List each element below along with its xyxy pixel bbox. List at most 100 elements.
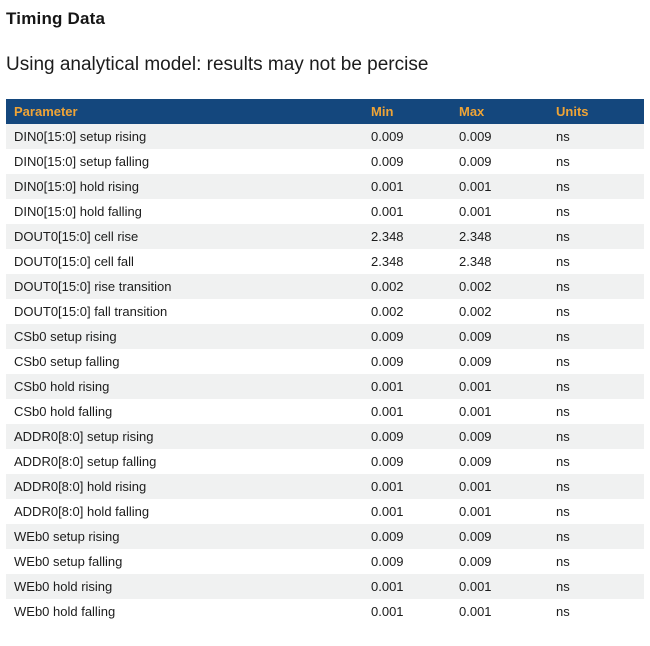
- cell-units: ns: [556, 604, 570, 619]
- cell-units: ns: [556, 254, 570, 269]
- cell-min: 0.001: [371, 179, 404, 194]
- timing-table: Parameter Min Max Units DIN0[15:0] setup…: [6, 99, 644, 624]
- cell-max: 2.348: [459, 229, 492, 244]
- table-row: DIN0[15:0] setup falling 0.009 0.009 ns: [6, 149, 644, 174]
- cell-units: ns: [556, 304, 570, 319]
- cell-parameter: CSb0 hold rising: [14, 379, 110, 394]
- cell-units: ns: [556, 404, 570, 419]
- cell-max: 0.009: [459, 354, 492, 369]
- cell-units: ns: [556, 479, 570, 494]
- cell-units: ns: [556, 354, 570, 369]
- cell-parameter: ADDR0[8:0] hold rising: [14, 479, 147, 494]
- cell-max: 0.001: [459, 504, 492, 519]
- table-row: DOUT0[15:0] cell rise 2.348 2.348 ns: [6, 224, 644, 249]
- cell-min: 0.009: [371, 329, 404, 344]
- col-header-parameter: Parameter: [6, 99, 363, 124]
- cell-max: 0.009: [459, 454, 492, 469]
- cell-min: 2.348: [371, 229, 404, 244]
- cell-units: ns: [556, 554, 570, 569]
- table-row: DOUT0[15:0] rise transition 0.002 0.002 …: [6, 274, 644, 299]
- cell-parameter: DOUT0[15:0] cell fall: [14, 254, 134, 269]
- col-header-units: Units: [548, 99, 644, 124]
- cell-min: 0.002: [371, 279, 404, 294]
- cell-min: 0.001: [371, 204, 404, 219]
- table-row: ADDR0[8:0] setup falling 0.009 0.009 ns: [6, 449, 644, 474]
- cell-parameter: DIN0[15:0] hold falling: [14, 204, 142, 219]
- cell-max: 0.001: [459, 379, 492, 394]
- cell-parameter: ADDR0[8:0] setup falling: [14, 454, 157, 469]
- cell-min: 0.001: [371, 379, 404, 394]
- cell-min: 0.009: [371, 154, 404, 169]
- cell-max: 0.001: [459, 179, 492, 194]
- table-row: WEb0 hold falling 0.001 0.001 ns: [6, 599, 644, 624]
- page-title: Timing Data: [6, 9, 106, 28]
- cell-min: 0.001: [371, 404, 404, 419]
- cell-parameter: ADDR0[8:0] setup rising: [14, 429, 154, 444]
- cell-max: 0.001: [459, 604, 492, 619]
- cell-max: 0.001: [459, 479, 492, 494]
- cell-min: 2.348: [371, 254, 404, 269]
- cell-units: ns: [556, 179, 570, 194]
- cell-min: 0.009: [371, 129, 404, 144]
- table-row: WEb0 setup falling 0.009 0.009 ns: [6, 549, 644, 574]
- cell-units: ns: [556, 504, 570, 519]
- cell-min: 0.009: [371, 429, 404, 444]
- cell-parameter: WEb0 setup rising: [14, 529, 120, 544]
- table-row: ADDR0[8:0] hold rising 0.001 0.001 ns: [6, 474, 644, 499]
- cell-parameter: DIN0[15:0] setup rising: [14, 129, 147, 144]
- cell-units: ns: [556, 529, 570, 544]
- table-row: DOUT0[15:0] cell fall 2.348 2.348 ns: [6, 249, 644, 274]
- cell-max: 0.002: [459, 279, 492, 294]
- cell-max: 0.002: [459, 304, 492, 319]
- col-header-min: Min: [363, 99, 451, 124]
- cell-units: ns: [556, 279, 570, 294]
- table-row: CSb0 setup rising 0.009 0.009 ns: [6, 324, 644, 349]
- col-header-max: Max: [451, 99, 548, 124]
- cell-units: ns: [556, 129, 570, 144]
- page-container: Timing Data Using analytical model: resu…: [6, 9, 644, 624]
- cell-parameter: DOUT0[15:0] cell rise: [14, 229, 139, 244]
- cell-units: ns: [556, 454, 570, 469]
- cell-max: 0.001: [459, 579, 492, 594]
- cell-parameter: DOUT0[15:0] rise transition: [14, 279, 172, 294]
- table-row: ADDR0[8:0] hold falling 0.001 0.001 ns: [6, 499, 644, 524]
- table-row: CSb0 hold rising 0.001 0.001 ns: [6, 374, 644, 399]
- cell-parameter: DOUT0[15:0] fall transition: [14, 304, 168, 319]
- page-subtitle: Using analytical model: results may not …: [6, 54, 429, 75]
- cell-max: 2.348: [459, 254, 492, 269]
- table-row: DIN0[15:0] hold falling 0.001 0.001 ns: [6, 199, 644, 224]
- cell-max: 0.009: [459, 154, 492, 169]
- cell-units: ns: [556, 154, 570, 169]
- table-row: WEb0 hold rising 0.001 0.001 ns: [6, 574, 644, 599]
- cell-max: 0.001: [459, 404, 492, 419]
- cell-units: ns: [556, 229, 570, 244]
- cell-min: 0.001: [371, 504, 404, 519]
- cell-min: 0.001: [371, 604, 404, 619]
- cell-min: 0.001: [371, 479, 404, 494]
- cell-parameter: CSb0 hold falling: [14, 404, 113, 419]
- cell-max: 0.009: [459, 554, 492, 569]
- table-row: ADDR0[8:0] setup rising 0.009 0.009 ns: [6, 424, 644, 449]
- cell-parameter: ADDR0[8:0] hold falling: [14, 504, 150, 519]
- table-row: CSb0 hold falling 0.001 0.001 ns: [6, 399, 644, 424]
- cell-parameter: WEb0 hold falling: [14, 604, 116, 619]
- cell-units: ns: [556, 329, 570, 344]
- cell-units: ns: [556, 204, 570, 219]
- table-header-row: Parameter Min Max Units: [6, 99, 644, 124]
- cell-min: 0.002: [371, 304, 404, 319]
- cell-min: 0.009: [371, 454, 404, 469]
- cell-min: 0.009: [371, 554, 404, 569]
- cell-max: 0.009: [459, 329, 492, 344]
- table-row: WEb0 setup rising 0.009 0.009 ns: [6, 524, 644, 549]
- table-row: DIN0[15:0] setup rising 0.009 0.009 ns: [6, 124, 644, 149]
- cell-parameter: WEb0 hold rising: [14, 579, 113, 594]
- table-row: CSb0 setup falling 0.009 0.009 ns: [6, 349, 644, 374]
- table-row: DIN0[15:0] hold rising 0.001 0.001 ns: [6, 174, 644, 199]
- cell-parameter: CSb0 setup falling: [14, 354, 120, 369]
- cell-parameter: CSb0 setup rising: [14, 329, 117, 344]
- cell-units: ns: [556, 379, 570, 394]
- cell-units: ns: [556, 429, 570, 444]
- cell-min: 0.009: [371, 529, 404, 544]
- cell-min: 0.001: [371, 579, 404, 594]
- cell-parameter: WEb0 setup falling: [14, 554, 123, 569]
